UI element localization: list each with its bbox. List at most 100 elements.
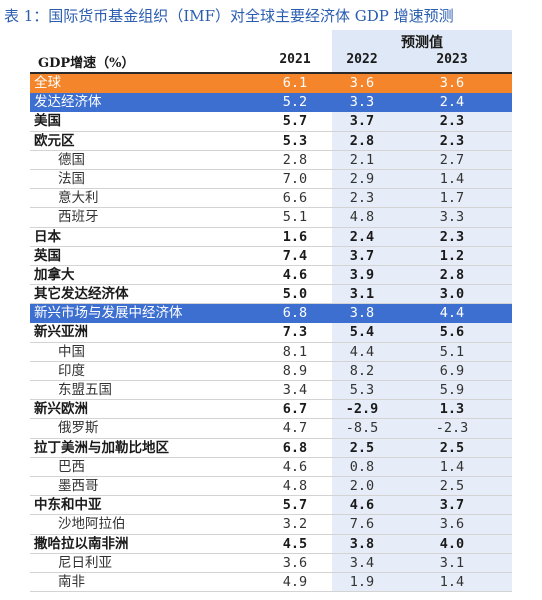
growth-value-2023: 2.3 (439, 228, 465, 245)
growth-value-2023: 1.7 (439, 190, 465, 207)
growth-value-2023: 2.8 (439, 266, 465, 283)
growth-value-2021: 6.8 (282, 305, 308, 322)
growth-value-2021: 5.1 (282, 209, 308, 226)
projection-shade (332, 131, 512, 150)
growth-value-2023: 1.3 (439, 401, 465, 418)
region-name: 尼日利亚 (58, 554, 112, 571)
projection-header: 预测值 (401, 35, 443, 51)
table-row: 加拿大 4.6 3.9 2.8 (30, 265, 512, 286)
growth-value-2021: 3.2 (282, 516, 308, 533)
projection-shade (332, 381, 512, 400)
table-row: 中东和中亚 5.7 4.6 3.7 (30, 496, 512, 516)
region-name: 意大利 (58, 190, 99, 207)
growth-value-2023: 1.4 (439, 170, 465, 187)
table-row: 新兴市场与发展中经济体 6.8 3.8 4.4 (30, 304, 512, 324)
growth-value-2022: 3.8 (349, 305, 375, 322)
growth-value-2022: 3.7 (349, 247, 375, 264)
growth-value-2023: 2.5 (439, 439, 465, 456)
year-header-2023: 2023 (436, 52, 468, 67)
projection-shade (332, 112, 512, 131)
growth-value-2021: 5.0 (282, 286, 308, 303)
table-row: 尼日利亚 3.6 3.4 3.1 (30, 553, 512, 573)
growth-value-2022: 4.6 (349, 497, 375, 514)
growth-value-2021: 4.9 (282, 573, 308, 590)
growth-value-2023: 3.6 (439, 516, 465, 533)
growth-value-2022: 3.7 (349, 113, 375, 130)
growth-value-2022: -8.5 (345, 420, 379, 437)
growth-value-2022: 2.1 (349, 151, 375, 168)
gdp-forecast-table: 预测值 GDP增速（%） 2021 2022 2023 全球 6.1 3.6 3.6 发… (30, 30, 512, 593)
table-row: 沙地阿拉伯 3.2 7.6 3.6 (30, 515, 512, 535)
header-rule (30, 72, 512, 74)
table-row: 发达经济体 5.2 3.3 2.4 (30, 93, 512, 113)
table-title: 表 1：国际货币基金组织（IMF）对全球主要经济体 GDP 增速预测 (4, 7, 454, 25)
table-row: 拉丁美洲与加勒比地区 6.8 2.5 2.5 (30, 438, 512, 458)
table-row: 欧元区 5.3 2.8 2.3 (30, 131, 512, 151)
growth-value-2021: 7.4 (282, 247, 308, 264)
growth-value-2023: 1.2 (439, 247, 465, 264)
growth-value-2021: 5.2 (282, 94, 308, 111)
growth-value-2022: 1.9 (349, 573, 375, 590)
growth-value-2023: 2.3 (439, 132, 465, 149)
table-row: 南非 4.9 1.9 1.4 (30, 572, 512, 593)
growth-value-2023: 4.4 (439, 305, 465, 322)
projection-shade (332, 496, 512, 515)
table-row: 全球 6.1 3.6 3.6 (30, 74, 512, 94)
projection-shade (332, 361, 512, 380)
region-name: 中东和中亚 (34, 497, 102, 514)
table-row: 其它发达经济体 5.0 3.1 3.0 (30, 285, 512, 305)
growth-value-2021: 8.9 (282, 362, 308, 379)
table-row: 墨西哥 4.8 2.0 2.5 (30, 476, 512, 497)
projection-shade (332, 189, 512, 208)
region-name: 俄罗斯 (58, 420, 99, 437)
projection-shade (332, 323, 512, 342)
growth-value-2023: 3.6 (439, 75, 465, 91)
table-row: 英国 7.4 3.7 1.2 (30, 246, 512, 266)
table-row: 德国 2.8 2.1 2.7 (30, 150, 512, 170)
growth-value-2021: 5.7 (282, 113, 308, 130)
growth-value-2023: 3.7 (439, 497, 465, 514)
table-row: 新兴欧洲 6.7 -2.9 1.3 (30, 400, 512, 420)
growth-value-2022: 8.2 (349, 362, 375, 379)
growth-value-2022: 3.9 (349, 266, 375, 283)
projection-shade (332, 515, 512, 534)
table-row: 俄罗斯 4.7 -8.5 -2.3 (30, 419, 512, 439)
table-row: 撒哈拉以南非洲 4.5 3.8 4.0 (30, 534, 512, 554)
growth-value-2021: 4.6 (282, 458, 308, 475)
region-name: 新兴市场与发展中经济体 (34, 305, 183, 322)
projection-shade (332, 457, 512, 476)
growth-value-2023: 4.0 (439, 535, 465, 552)
projection-shade (332, 208, 512, 227)
table-body: 全球 6.1 3.6 3.6 发达经济体 5.2 3.3 2.4 美国 5.7 3.7 2.3 欧元区 5… (30, 74, 512, 593)
region-name: 美国 (34, 113, 61, 130)
growth-value-2021: 8.1 (282, 343, 308, 360)
growth-value-2022: 2.5 (349, 439, 375, 456)
growth-value-2023: -2.3 (435, 420, 469, 437)
table-row: 巴西 4.6 0.8 1.4 (30, 457, 512, 477)
growth-value-2021: 3.6 (282, 554, 308, 571)
growth-value-2021: 6.6 (282, 190, 308, 207)
year-header-2022: 2022 (346, 52, 378, 67)
growth-value-2023: 3.1 (439, 554, 465, 571)
growth-value-2022: 0.8 (349, 458, 375, 475)
growth-value-2022: -2.9 (345, 401, 379, 418)
growth-value-2022: 4.8 (349, 209, 375, 226)
projection-shade (332, 285, 512, 304)
growth-value-2023: 5.1 (439, 343, 465, 360)
region-name: 印度 (58, 362, 85, 379)
growth-value-2023: 3.3 (439, 209, 465, 226)
region-name: 撒哈拉以南非洲 (34, 535, 129, 552)
table-row: 美国 5.7 3.7 2.3 (30, 112, 512, 132)
growth-value-2022: 2.9 (349, 170, 375, 187)
projection-shade (332, 534, 512, 553)
region-name: 西班牙 (58, 209, 99, 226)
growth-value-2022: 2.0 (349, 477, 375, 494)
projection-shade (332, 169, 512, 189)
growth-value-2021: 6.8 (282, 439, 308, 456)
region-name: 沙地阿拉伯 (58, 516, 126, 533)
table-header: 预测值 GDP增速（%） 2021 2022 2023 (30, 30, 512, 72)
growth-value-2021: 3.4 (282, 382, 308, 398)
projection-band (332, 30, 512, 72)
table-row: 东盟五国 3.4 5.3 5.9 (30, 381, 512, 401)
growth-value-2023: 2.3 (439, 113, 465, 130)
